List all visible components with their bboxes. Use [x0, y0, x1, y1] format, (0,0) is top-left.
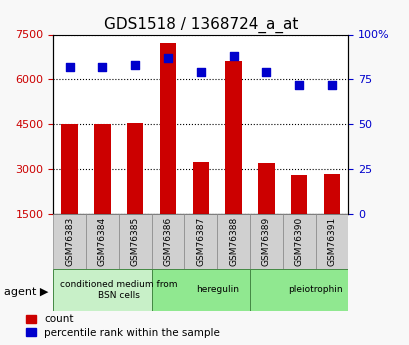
Text: GSM76388: GSM76388	[229, 217, 238, 266]
Text: pleiotrophin: pleiotrophin	[288, 285, 342, 294]
FancyBboxPatch shape	[184, 214, 217, 269]
Text: GSM76387: GSM76387	[196, 217, 205, 266]
Bar	[160, 43, 176, 259]
FancyBboxPatch shape	[119, 214, 151, 269]
FancyBboxPatch shape	[315, 214, 348, 269]
Text: conditioned medium from
BSN cells: conditioned medium from BSN cells	[60, 280, 177, 299]
Point	[197, 69, 204, 75]
FancyBboxPatch shape	[86, 214, 119, 269]
Bar	[258, 163, 274, 259]
Bar	[225, 61, 241, 259]
Text: GSM76385: GSM76385	[130, 217, 139, 266]
Text: GSM76390: GSM76390	[294, 217, 303, 266]
Point	[66, 64, 73, 70]
Point	[99, 64, 106, 70]
Text: GSM76383: GSM76383	[65, 217, 74, 266]
Bar	[323, 174, 339, 259]
Text: GSM76386: GSM76386	[163, 217, 172, 266]
Bar	[94, 124, 110, 259]
Point	[164, 55, 171, 61]
FancyBboxPatch shape	[249, 214, 282, 269]
Point	[263, 69, 269, 75]
FancyBboxPatch shape	[282, 214, 315, 269]
Point	[230, 53, 236, 59]
FancyBboxPatch shape	[217, 214, 249, 269]
Bar	[290, 175, 307, 259]
FancyBboxPatch shape	[53, 214, 86, 269]
Text: agent ▶: agent ▶	[4, 287, 48, 296]
Text: heregulin: heregulin	[196, 285, 238, 294]
Text: GSM76389: GSM76389	[261, 217, 270, 266]
Bar	[192, 161, 209, 259]
FancyBboxPatch shape	[53, 269, 151, 310]
Bar	[61, 124, 78, 259]
FancyBboxPatch shape	[151, 269, 249, 310]
Point	[328, 82, 335, 88]
FancyBboxPatch shape	[249, 269, 348, 310]
FancyBboxPatch shape	[151, 214, 184, 269]
Legend: count, percentile rank within the sample: count, percentile rank within the sample	[26, 314, 220, 338]
Text: GSM76391: GSM76391	[327, 217, 336, 266]
Point	[295, 82, 302, 88]
Title: GDS1518 / 1368724_a_at: GDS1518 / 1368724_a_at	[103, 17, 297, 33]
Text: GSM76384: GSM76384	[98, 217, 107, 266]
Point	[132, 62, 138, 68]
Bar	[127, 123, 143, 259]
